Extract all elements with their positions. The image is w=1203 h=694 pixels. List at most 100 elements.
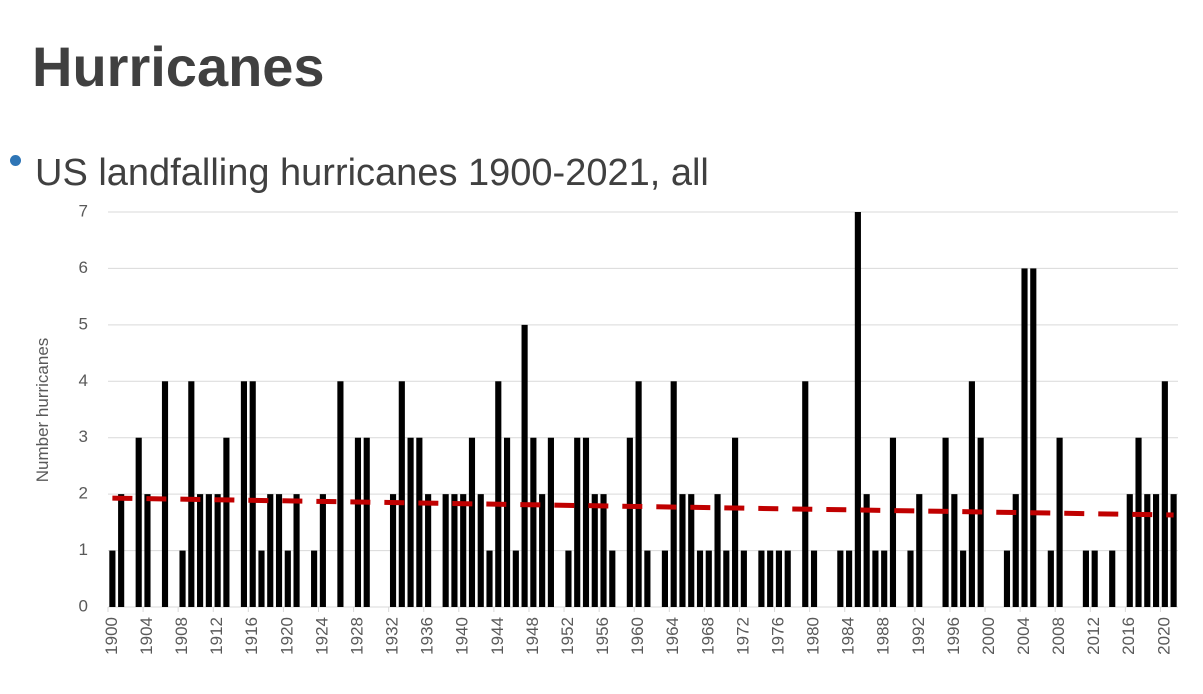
bar <box>688 494 695 607</box>
chart-title: US landfalling hurricanes 1900-2021, all <box>35 152 709 194</box>
x-tick-label: 1988 <box>874 617 893 655</box>
bar <box>547 437 554 607</box>
bar <box>161 381 169 607</box>
bar <box>425 494 432 607</box>
bar <box>214 494 221 607</box>
x-tick-label: 1908 <box>172 617 191 655</box>
bar <box>854 212 861 607</box>
bar <box>1126 494 1133 607</box>
bar <box>714 494 721 607</box>
bar <box>416 437 423 607</box>
x-tick-label: 1996 <box>944 617 963 655</box>
x-tick-label: 1956 <box>593 617 612 655</box>
y-tick-label: 6 <box>79 258 88 277</box>
trend-line <box>112 495 1174 518</box>
bar <box>249 381 256 607</box>
bar <box>635 381 642 607</box>
bar <box>460 494 467 607</box>
x-tick-label: 1900 <box>102 617 121 655</box>
bar <box>732 437 739 607</box>
bar <box>1135 437 1142 607</box>
y-tick-label: 3 <box>79 427 88 446</box>
bar <box>574 437 581 607</box>
bar <box>451 494 458 607</box>
bar <box>1003 550 1011 607</box>
bar <box>591 494 598 607</box>
x-tick-label: 1916 <box>242 617 261 655</box>
y-tick-label: 0 <box>79 596 88 615</box>
bar <box>495 381 502 607</box>
bar <box>363 437 370 607</box>
bar <box>951 494 958 607</box>
bar <box>705 550 712 607</box>
y-tick-label: 2 <box>79 484 88 503</box>
bar <box>1047 550 1054 607</box>
bar <box>319 494 326 607</box>
bar <box>907 550 914 607</box>
bar <box>311 550 318 607</box>
bar <box>758 550 765 607</box>
bar <box>144 494 151 607</box>
bar <box>810 550 818 607</box>
bar <box>1021 268 1028 607</box>
bar <box>1030 268 1037 607</box>
x-tick-label: 2000 <box>979 617 998 655</box>
bar <box>679 494 686 607</box>
bar <box>1082 550 1089 607</box>
x-tick-label: 2004 <box>1014 617 1033 655</box>
bar <box>521 324 528 607</box>
bar <box>626 437 633 607</box>
y-tick-label: 5 <box>79 314 88 333</box>
x-tick-label: 1952 <box>558 617 577 655</box>
bar <box>723 550 730 607</box>
bar <box>468 437 476 607</box>
x-tick-label: 1904 <box>137 617 156 655</box>
bar <box>609 550 616 607</box>
y-tick-label: 4 <box>79 371 88 390</box>
bar <box>942 437 949 607</box>
x-tick-label: 1932 <box>383 617 402 655</box>
x-tick-label: 2016 <box>1119 617 1138 655</box>
x-tick-label: 1980 <box>804 617 823 655</box>
bar <box>284 550 291 607</box>
bar <box>530 437 537 607</box>
x-tick-label: 1948 <box>523 617 542 655</box>
bar <box>293 494 300 607</box>
bar <box>889 437 897 607</box>
x-tick-label: 1960 <box>628 617 647 655</box>
bar <box>503 437 511 607</box>
bullet: US landfalling hurricanes 1900-2021, all <box>10 152 709 195</box>
bar <box>968 381 975 607</box>
bar <box>267 494 274 607</box>
x-tick-label: 1964 <box>663 617 682 655</box>
slide-title: Hurricanes <box>32 35 325 98</box>
y-tick-label: 1 <box>79 540 88 559</box>
bar <box>881 550 888 607</box>
bar <box>670 381 677 607</box>
bar <box>512 550 519 607</box>
bar <box>1091 550 1098 607</box>
x-tick-label: 1984 <box>839 617 858 655</box>
bar <box>398 381 405 607</box>
bar <box>337 381 344 607</box>
bar <box>205 494 212 607</box>
bar <box>784 550 791 607</box>
x-tick-label: 1936 <box>418 617 437 655</box>
x-tick-label: 2020 <box>1154 617 1173 655</box>
y-tick-label: 7 <box>79 201 88 220</box>
bar <box>837 550 844 607</box>
bar <box>802 381 809 607</box>
x-tick-label: 1972 <box>733 617 752 655</box>
bar <box>1161 381 1168 607</box>
x-tick-label: 1968 <box>698 617 717 655</box>
x-tick-label: 2012 <box>1084 617 1103 655</box>
bar <box>486 550 493 607</box>
x-tick-label: 1924 <box>312 617 331 655</box>
y-axis-label: Number hurricanes <box>33 338 52 483</box>
x-tick-label: 1928 <box>347 617 366 655</box>
bar <box>960 550 967 607</box>
bar <box>109 550 116 607</box>
bar <box>775 550 783 607</box>
